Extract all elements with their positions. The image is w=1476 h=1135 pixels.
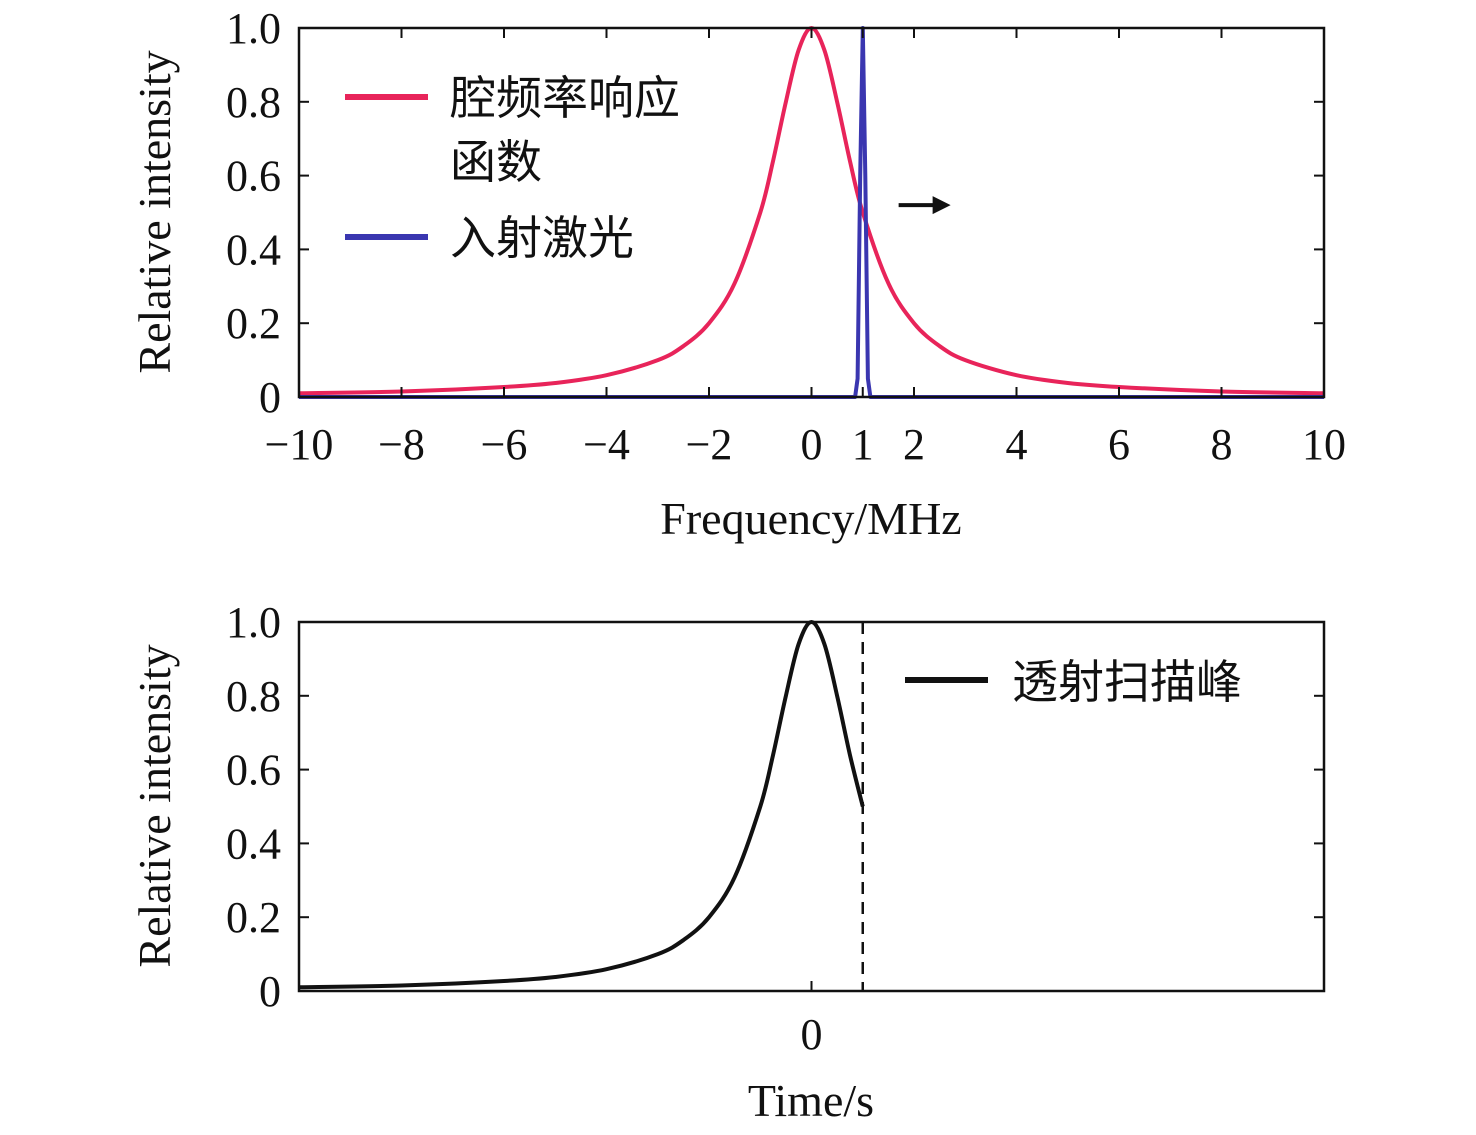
series-line-transmission-peak xyxy=(298,619,865,990)
legend-label-cavity-response-line1: 腔频率响应 xyxy=(450,71,680,125)
top-y-tick-label: 0.4 xyxy=(226,225,281,274)
top-x-axis-title: Frequency/MHz xyxy=(660,493,961,544)
top-y-axis-title: Relative intensity xyxy=(129,50,180,373)
top-x-tick-label: 2 xyxy=(903,420,925,469)
legend-label-transmission-peak: 透射扫描峰 xyxy=(1012,655,1242,709)
bottom-y-tick-label: 0 xyxy=(259,967,281,1016)
top-y-tick-label: 0.8 xyxy=(226,78,281,127)
bottom-y-tick-label: 1.0 xyxy=(226,598,281,647)
top-x-tick-label: −8 xyxy=(378,420,425,469)
top-y-tick-label: 0 xyxy=(259,373,281,422)
shift-arrow-head xyxy=(932,196,951,215)
top-x-tick-label: 0 xyxy=(801,420,823,469)
transmission-scan-chart: 0 0 0.2 0.4 0.6 0.8 1.0 透射扫描峰 Time/s Relative … xyxy=(129,598,1326,1126)
legend-label-incident-laser: 入射激光 xyxy=(450,211,634,265)
bottom-y-tick-label: 0.8 xyxy=(226,672,281,721)
top-x-tick-label: 8 xyxy=(1211,420,1233,469)
top-x-tick-label: 10 xyxy=(1302,420,1346,469)
bottom-y-tick-label: 0.6 xyxy=(226,746,281,795)
top-y-tick-label: 0.2 xyxy=(226,299,281,348)
bottom-x-tick-label: 0 xyxy=(801,1010,823,1059)
bottom-ticks-group: 0 0 0.2 0.4 0.6 0.8 1.0 xyxy=(226,598,1326,1059)
top-x-tick-label: −6 xyxy=(481,420,528,469)
top-legend: 腔频率响应 函数 入射激光 xyxy=(345,71,680,265)
bottom-y-tick-label: 0.4 xyxy=(226,819,281,868)
bottom-x-axis-title: Time/s xyxy=(748,1075,874,1126)
bottom-series-group xyxy=(298,619,865,991)
top-x-tick-label: 1 xyxy=(852,420,874,469)
top-x-tick-label: −2 xyxy=(686,420,733,469)
top-x-tick-label: 6 xyxy=(1108,420,1130,469)
top-x-tick-label: −4 xyxy=(583,420,630,469)
bottom-legend: 透射扫描峰 xyxy=(905,655,1242,709)
top-x-tick-label: 4 xyxy=(1006,420,1028,469)
top-x-tick-label: −10 xyxy=(265,420,334,469)
legend-label-cavity-response-line2: 函数 xyxy=(450,135,542,189)
bottom-y-tick-label: 0.2 xyxy=(226,893,281,942)
bottom-y-axis-title: Relative intensity xyxy=(129,644,180,967)
top-y-tick-label: 1.0 xyxy=(226,4,281,53)
top-y-tick-label: 0.6 xyxy=(226,152,281,201)
